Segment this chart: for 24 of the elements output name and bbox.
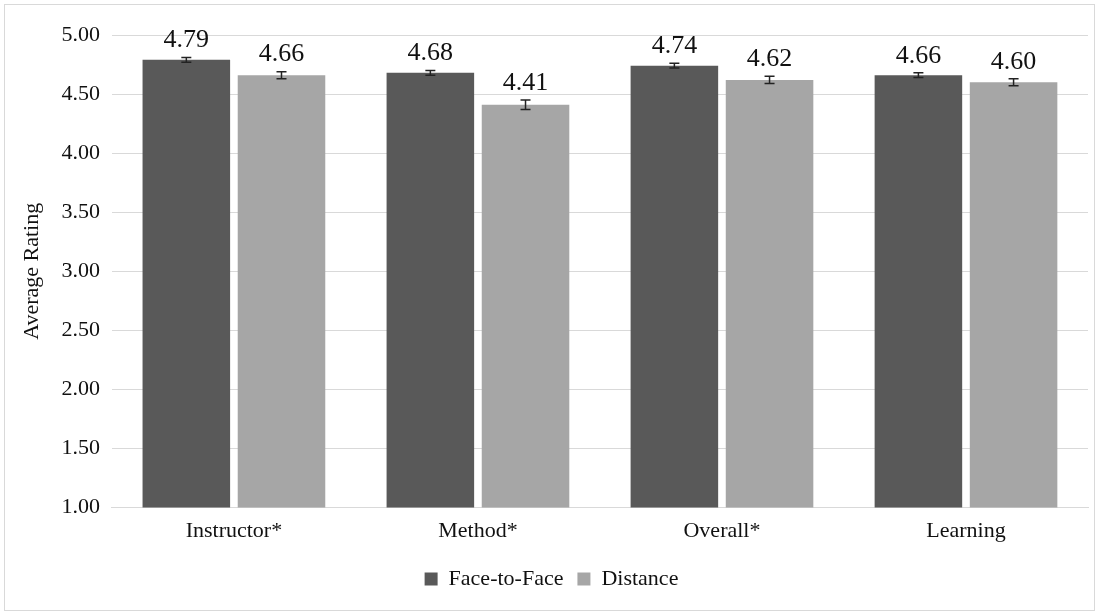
legend-label: Face-to-Face <box>448 564 564 590</box>
data-label: 4.60 <box>990 45 1037 75</box>
x-tick-label: Method* <box>438 516 518 542</box>
x-tick-label: Learning <box>926 516 1006 542</box>
data-label: 4.62 <box>746 43 793 73</box>
y-axis-title: Average Rating <box>17 202 43 340</box>
y-tick-label: 3.50 <box>61 198 100 224</box>
data-label: 4.74 <box>651 30 698 60</box>
x-tick-label: Instructor* <box>185 516 283 542</box>
data-label: 4.41 <box>502 66 549 96</box>
y-tick-label: 1.00 <box>61 493 100 519</box>
legend-label: Distance <box>601 564 679 590</box>
data-label: 4.66 <box>895 39 942 69</box>
y-tick-label: 3.00 <box>61 257 100 283</box>
data-label: 4.66 <box>258 38 305 68</box>
y-tick-label: 1.50 <box>61 434 100 460</box>
y-tick-label: 4.00 <box>61 138 100 164</box>
data-label: 4.68 <box>407 37 454 67</box>
x-tick-label: Overall* <box>683 516 761 542</box>
y-tick-label: 5.00 <box>61 20 100 46</box>
data-label: 4.79 <box>163 24 210 54</box>
y-tick-label: 4.50 <box>61 79 100 105</box>
y-tick-label: 2.00 <box>61 375 100 401</box>
y-tick-label: 2.50 <box>61 316 100 342</box>
